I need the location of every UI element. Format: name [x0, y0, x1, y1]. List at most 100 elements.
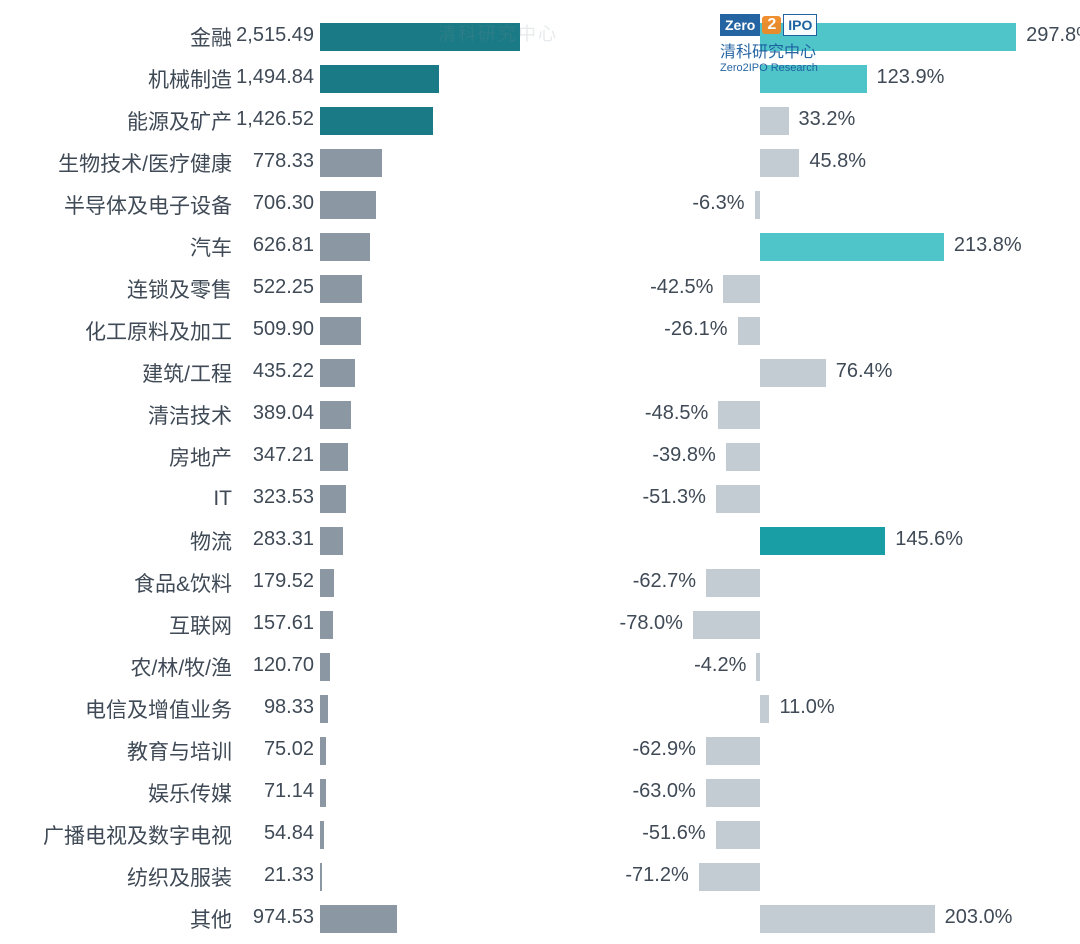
right-value-label: 123.9%	[877, 66, 945, 89]
left-bar	[320, 443, 348, 471]
left-bar	[320, 737, 326, 765]
right-value-label: -39.8%	[652, 444, 715, 467]
category-label: 纺织及服装	[0, 862, 240, 892]
right-bar	[760, 23, 1016, 51]
category-label: 金融	[0, 22, 240, 52]
left-value-label: 71.14	[264, 780, 314, 803]
left-value-label: 1,494.84	[236, 66, 314, 89]
right-value-label: -4.2%	[694, 654, 746, 677]
category-label: 清洁技术	[0, 400, 240, 430]
right-value-label: -78.0%	[620, 612, 683, 635]
chart-row: 农/林/牧/渔120.70-4.2%	[0, 646, 1080, 688]
category-label: 广播电视及数字电视	[0, 820, 240, 850]
left-bar-panel: 179.52	[240, 562, 520, 604]
right-bar-panel: 76.4%	[520, 352, 1080, 394]
left-value-label: 706.30	[253, 192, 314, 215]
left-bar-panel: 120.70	[240, 646, 520, 688]
right-bar	[716, 821, 760, 849]
left-bar-panel: 778.33	[240, 142, 520, 184]
right-value-label: -62.7%	[633, 570, 696, 593]
right-bar	[726, 443, 760, 471]
left-bar-panel: 347.21	[240, 436, 520, 478]
category-label: 生物技术/医疗健康	[0, 148, 240, 178]
right-bar	[706, 737, 760, 765]
chart-row: 食品&饮料 179.52 -62.7%	[0, 562, 1080, 604]
category-label: 房地产	[0, 442, 240, 472]
right-bar	[693, 611, 760, 639]
left-bar-panel: 71.14	[240, 772, 520, 814]
left-value-label: 435.22	[253, 360, 314, 383]
left-value-label: 75.02	[264, 738, 314, 761]
chart-row: 能源及矿产1,426.5233.2%	[0, 100, 1080, 142]
right-bar	[760, 527, 885, 555]
left-value-label: 157.61	[253, 612, 314, 635]
right-bar	[706, 779, 760, 807]
chart-row: 半导体及电子设备706.30-6.3%	[0, 184, 1080, 226]
left-bar-panel: 509.90	[240, 310, 520, 352]
chart-row: 汽车626.81213.8%	[0, 226, 1080, 268]
left-bar	[320, 905, 397, 933]
left-value-label: 509.90	[253, 318, 314, 341]
right-bar-panel: -62.9%	[520, 730, 1080, 772]
chart-row: 房地产 347.21 -39.8%	[0, 436, 1080, 478]
category-label: 食品&饮料	[0, 568, 240, 598]
right-value-label: -71.2%	[625, 864, 688, 887]
category-label: 半导体及电子设备	[0, 190, 240, 220]
chart-row: 互联网157.61-78.0%	[0, 604, 1080, 646]
right-bar-panel: -51.3%	[520, 478, 1080, 520]
left-bar	[320, 65, 439, 93]
left-bar-panel: 389.04	[240, 394, 520, 436]
left-bar	[320, 485, 346, 513]
left-value-label: 522.25	[253, 276, 314, 299]
right-bar-panel: 145.6%	[520, 520, 1080, 562]
left-value-label: 2,515.49	[236, 24, 314, 47]
left-bar	[320, 569, 334, 597]
right-bar-panel: -4.2%	[520, 646, 1080, 688]
category-label: 化工原料及加工	[0, 316, 240, 346]
category-label: 教育与培训	[0, 736, 240, 766]
right-bar	[716, 485, 760, 513]
left-bar	[320, 527, 343, 555]
right-bar	[755, 191, 760, 219]
right-bar-panel: -71.2%	[520, 856, 1080, 898]
left-value-label: 626.81	[253, 234, 314, 257]
left-bar-panel: 157.61	[240, 604, 520, 646]
right-bar	[760, 359, 826, 387]
right-bar	[699, 863, 760, 891]
left-bar-panel: 974.53	[240, 898, 520, 940]
chart-row: 机械制造1,494.84 123.9%	[0, 58, 1080, 100]
left-bar	[320, 275, 362, 303]
left-bar-panel: 2,515.49	[240, 16, 520, 58]
left-value-label: 323.53	[253, 486, 314, 509]
right-bar	[760, 107, 789, 135]
category-label: 电信及增值业务	[0, 694, 240, 724]
left-bar	[320, 107, 433, 135]
right-value-label: 213.8%	[954, 234, 1022, 257]
category-label: 连锁及零售	[0, 274, 240, 304]
left-value-label: 974.53	[253, 906, 314, 929]
right-bar-panel: -78.0%	[520, 604, 1080, 646]
left-bar	[320, 317, 361, 345]
chart-row: 建筑/工程 435.22 76.4%	[0, 352, 1080, 394]
left-value-label: 179.52	[253, 570, 314, 593]
right-bar	[723, 275, 760, 303]
right-bar	[738, 317, 760, 345]
category-label: 建筑/工程	[0, 358, 240, 388]
left-bar	[320, 359, 355, 387]
left-bar	[320, 191, 376, 219]
left-bar	[320, 779, 326, 807]
chart-row: 其他974.53203.0%	[0, 898, 1080, 940]
category-label: 机械制造	[0, 64, 240, 94]
left-value-label: 347.21	[253, 444, 314, 467]
right-bar	[756, 653, 760, 681]
right-bar-panel: -42.5%	[520, 268, 1080, 310]
right-bar-panel: -39.8%	[520, 436, 1080, 478]
category-label: 能源及矿产	[0, 106, 240, 136]
left-bar	[320, 611, 333, 639]
left-value-label: 1,426.52	[236, 108, 314, 131]
left-value-label: 283.31	[253, 528, 314, 551]
chart-row: 娱乐传媒71.14-63.0%	[0, 772, 1080, 814]
right-bar-panel: 123.9%	[520, 58, 1080, 100]
chart-row: IT323.53-51.3%	[0, 478, 1080, 520]
right-value-label: -26.1%	[664, 318, 727, 341]
